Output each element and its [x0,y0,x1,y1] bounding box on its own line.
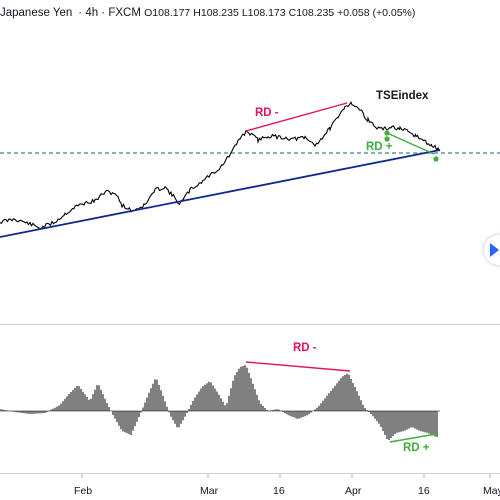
rd-plus-price-label[interactable]: RD + [366,141,393,153]
oscillator-histogram [0,365,438,440]
x-axis-label-may: May [483,485,500,497]
price-series [0,101,441,230]
tseindex-label[interactable]: TSEindex [376,90,429,102]
interval-label: 4h [85,7,99,19]
chevron-right-icon [490,243,499,257]
rd-plus-marker [384,130,390,136]
support-trendline[interactable] [0,149,441,238]
x-axis-label-mar: Mar [200,485,219,497]
rd-plus-osc-label[interactable]: RD + [403,442,430,454]
data-source: FXCM [108,7,141,19]
x-axis-label-feb: Feb [74,485,93,497]
symbol-legend[interactable]: Japanese Yen · 4h · FXCM O108.177 H108.235… [0,7,418,19]
x-axis-label-16: 16 [273,485,285,497]
ohlc-change: +0.058 (+0.05%) [337,7,416,19]
rd-plus-osc-line[interactable] [389,433,437,443]
symbol-separator: · [98,7,109,19]
ohlc-open: O108.177 [144,7,191,19]
rd-minus-price-label[interactable]: RD - [255,107,279,119]
rd-plus-price-line[interactable] [386,132,435,155]
ohlc-high: H108.235 [193,7,239,19]
rd-minus-osc-line[interactable] [245,361,351,372]
rd-plus-marker [433,156,439,162]
x-axis-label-apr: Apr [345,485,362,497]
ohlc-low: L108.173 [241,7,286,19]
rd-plus-marker [384,136,390,142]
symbol-name: Japanese Yen [0,7,73,19]
ohlc-close: C108.235 [288,7,335,19]
rd-minus-osc-label[interactable]: RD - [293,342,317,354]
x-axis-label-16: 16 [418,485,430,497]
scroll-to-realtime-button[interactable] [484,235,500,265]
symbol-separator: · [78,7,86,19]
x-axis [81,474,491,478]
rd-minus-price-line[interactable] [245,102,348,132]
